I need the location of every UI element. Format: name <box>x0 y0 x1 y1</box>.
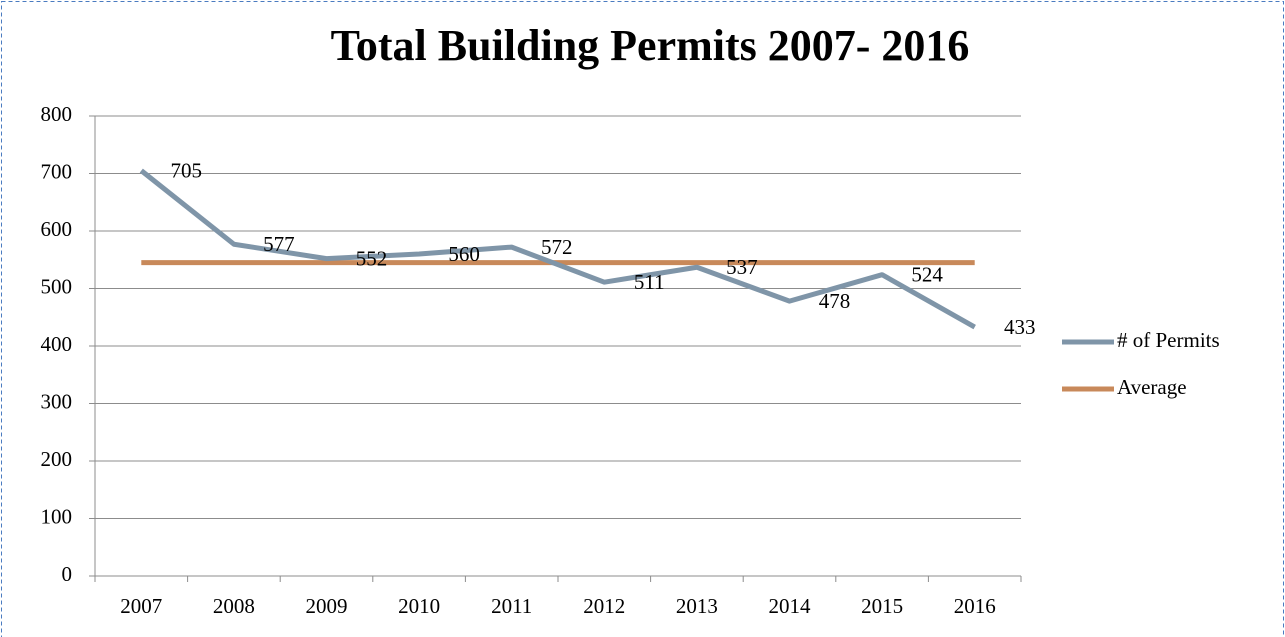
x-tick-label: 2011 <box>491 594 532 618</box>
data-label: 524 <box>911 263 943 287</box>
x-tick-label: 2012 <box>583 594 625 618</box>
data-label: 478 <box>819 289 851 313</box>
data-label: 560 <box>448 242 480 266</box>
y-tick-label: 800 <box>41 102 73 126</box>
y-tick-label: 0 <box>62 562 73 586</box>
series-line <box>139 168 976 330</box>
data-label: 433 <box>1004 315 1036 339</box>
data-label: 577 <box>263 232 295 256</box>
data-label: 537 <box>726 255 758 279</box>
y-tick-label: 500 <box>41 274 73 298</box>
x-tick-label: 2015 <box>861 594 903 618</box>
data-label: 572 <box>541 235 573 259</box>
data-label: 705 <box>171 158 203 182</box>
y-tick-label: 300 <box>41 389 73 413</box>
x-tick-label: 2007 <box>120 594 162 618</box>
x-tick-label: 2009 <box>306 594 348 618</box>
y-tick-label: 100 <box>41 504 73 528</box>
legend-label: Average <box>1117 375 1187 399</box>
x-tick-label: 2014 <box>769 594 812 618</box>
legend-label: # of Permits <box>1117 328 1220 352</box>
x-tick-label: 2016 <box>954 594 996 618</box>
chart-title: Total Building Permits 2007- 2016 <box>331 21 970 70</box>
y-tick-label: 700 <box>41 159 73 183</box>
y-tick-label: 600 <box>41 217 73 241</box>
data-label: 552 <box>356 246 388 270</box>
data-label: 511 <box>634 270 665 294</box>
x-tick-label: 2010 <box>398 594 440 618</box>
x-tick-label: 2013 <box>676 594 718 618</box>
y-tick-label: 200 <box>41 447 73 471</box>
x-tick-label: 2008 <box>213 594 255 618</box>
y-tick-label: 400 <box>41 332 73 356</box>
